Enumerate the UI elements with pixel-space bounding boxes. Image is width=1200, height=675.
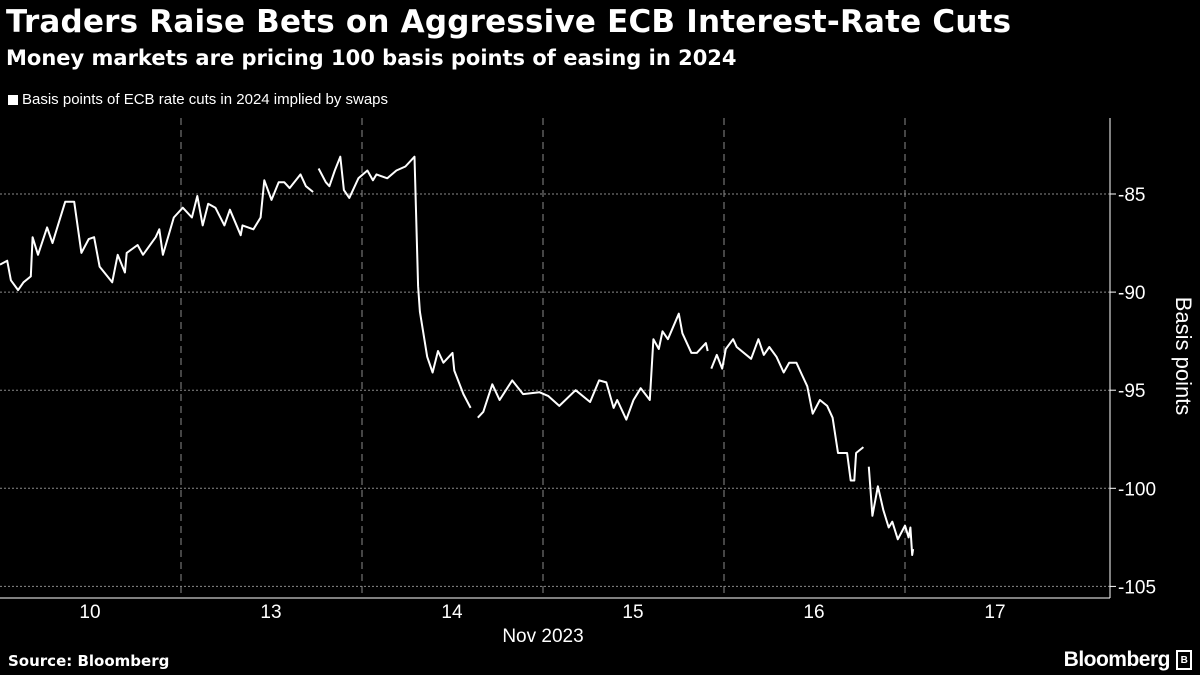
x-tick-label: 17 <box>984 602 1005 623</box>
y-tick-label: -90 <box>1118 283 1145 304</box>
legend-swatch <box>8 94 18 105</box>
y-axis-label: Basis points <box>1171 297 1196 416</box>
x-tick-label: 15 <box>622 602 643 623</box>
series-line-segment <box>710 338 865 482</box>
x-axis-label: Nov 2023 <box>502 626 583 647</box>
y-tick-label: -85 <box>1118 185 1145 206</box>
series-line-segment <box>477 312 709 421</box>
x-tick-label: 16 <box>803 602 824 623</box>
series-line-segment <box>0 173 314 292</box>
x-tick-label: 10 <box>79 602 100 623</box>
source-note: Source: Bloomberg <box>8 652 170 670</box>
y-tick-label: -95 <box>1118 381 1145 402</box>
legend: Basis points of ECB rate cuts in 2024 im… <box>8 91 388 108</box>
chart-title: Traders Raise Bets on Aggressive ECB Int… <box>6 4 1012 40</box>
series-line-segment <box>867 466 915 556</box>
legend-label: Basis points of ECB rate cuts in 2024 im… <box>22 91 389 108</box>
y-tick-label: -100 <box>1118 479 1156 500</box>
series-line-segment <box>317 155 472 409</box>
bloomberg-logo: Bloomberg B <box>1064 648 1192 672</box>
x-tick-label: 14 <box>441 602 463 623</box>
x-tick-label: 13 <box>260 602 281 623</box>
chart-subtitle: Money markets are pricing 100 basis poin… <box>6 46 737 70</box>
logo-text: Bloomberg <box>1063 648 1171 671</box>
y-tick-label: -105 <box>1118 577 1156 598</box>
logo-mark-icon: B <box>1176 650 1192 670</box>
